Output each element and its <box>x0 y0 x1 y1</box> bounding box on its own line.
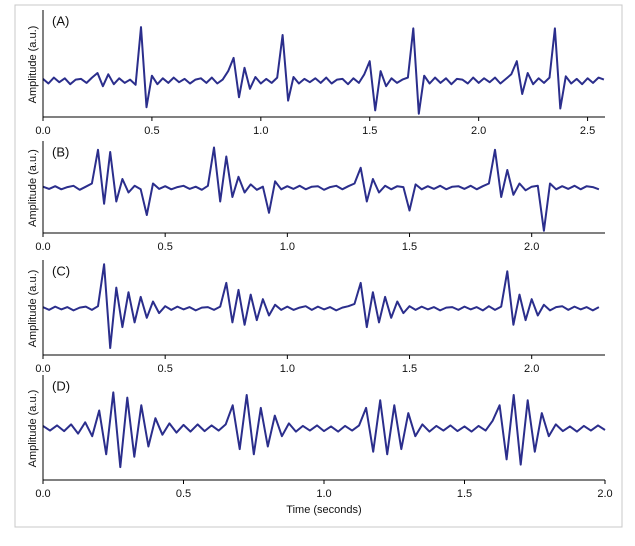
x-tick-label: 0.5 <box>144 125 159 137</box>
x-tick-label: 0.5 <box>158 241 173 253</box>
y-axis-label: Amplitude (a.u.) <box>27 270 39 348</box>
x-tick-label: 1.0 <box>253 125 268 137</box>
x-tick-label: 0.0 <box>35 363 50 375</box>
panel-title: (D) <box>52 378 70 393</box>
signal-line <box>42 263 600 349</box>
signal-line <box>42 146 600 232</box>
y-axis-label: Amplitude (a.u.) <box>27 149 39 227</box>
x-tick-label: 2.0 <box>524 363 539 375</box>
x-tick-label: 2.5 <box>580 125 595 137</box>
x-tick-label: 1.0 <box>280 363 295 375</box>
x-tick-label: 0.0 <box>35 488 50 500</box>
x-tick-label: 0.0 <box>35 125 50 137</box>
x-tick-label: 2.0 <box>524 241 539 253</box>
x-tick-label: 0.5 <box>158 363 173 375</box>
x-tick-label: 1.0 <box>280 241 295 253</box>
x-tick-label: 1.5 <box>362 125 377 137</box>
panel-title: (B) <box>52 144 69 159</box>
y-axis-label: Amplitude (a.u.) <box>27 26 39 104</box>
x-tick-label: 2.0 <box>471 125 486 137</box>
x-tick-label: 0.0 <box>35 241 50 253</box>
panel-title: (C) <box>52 263 70 278</box>
x-tick-label: 0.5 <box>176 488 191 500</box>
signal-line <box>42 26 605 115</box>
x-tick-label: 1.5 <box>402 241 417 253</box>
x-tick-label: 1.5 <box>402 363 417 375</box>
x-axis-label: Time (seconds) <box>286 504 361 516</box>
panel-title: (A) <box>52 13 69 28</box>
y-axis-label: Amplitude (a.u.) <box>27 390 39 468</box>
x-tick-label: 1.0 <box>316 488 331 500</box>
frame <box>14 4 623 528</box>
x-tick-label: 2.0 <box>597 488 612 500</box>
signal-line <box>42 391 606 469</box>
x-tick-label: 1.5 <box>457 488 472 500</box>
